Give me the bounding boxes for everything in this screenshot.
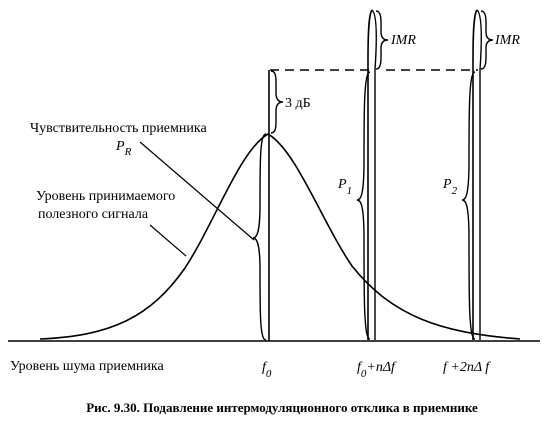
axis-f0-subscript: 0 (266, 368, 272, 380)
leader-useful-signal (149, 224, 187, 257)
p1-label: P1 (337, 177, 352, 197)
interferer-p2-line (472, 9, 478, 340)
axis-f1-subscript: 0 (361, 368, 367, 380)
imr-label-2: IMR (494, 33, 520, 48)
p2-symbol: P (442, 177, 452, 192)
axis-f0-label: f0 (262, 360, 272, 380)
interferer-p2-outline (476, 9, 482, 340)
axis-f1-symbol: f (357, 360, 363, 375)
axis-f2-label: f +2nΔ f (443, 360, 491, 375)
p1-symbol: P (337, 177, 347, 192)
brace-imr-1 (375, 10, 389, 70)
axis-f0-symbol: f (262, 360, 268, 375)
brace-imr-2 (480, 10, 494, 70)
brace-3db (270, 70, 284, 134)
noise-level-label: Уровень шума приемника (10, 359, 165, 374)
useful-signal-label-line1: Уровень принимаемого (36, 189, 175, 204)
axis-f1-label: f0+nΔf (357, 360, 397, 380)
p1-subscript: 1 (347, 185, 353, 197)
sensitivity-label: Чувствительность приемника (30, 121, 207, 136)
p2-subscript: 2 (452, 185, 458, 197)
pr-symbol: P (115, 139, 125, 154)
useful-signal-label-line2: полезного сигнала (38, 207, 149, 222)
pr-subscript: R (124, 146, 132, 158)
three-db-label: 3 дБ (285, 96, 311, 111)
interferer-p1-line (367, 9, 373, 340)
brace-useful-signal (252, 133, 267, 341)
leader-sensitivity (139, 141, 255, 241)
interferer-p1-outline (371, 9, 377, 340)
brace-p2 (461, 71, 476, 340)
brace-p1 (356, 71, 371, 340)
axis-f1-offset: +nΔf (366, 360, 397, 375)
imr-label-1: IMR (390, 33, 416, 48)
figure-caption: Рис. 9.30. Подавление интермодуляционног… (86, 400, 478, 415)
pr-label: PR (115, 139, 132, 158)
selectivity-curve (39, 133, 521, 340)
p2-label: P2 (442, 177, 458, 197)
